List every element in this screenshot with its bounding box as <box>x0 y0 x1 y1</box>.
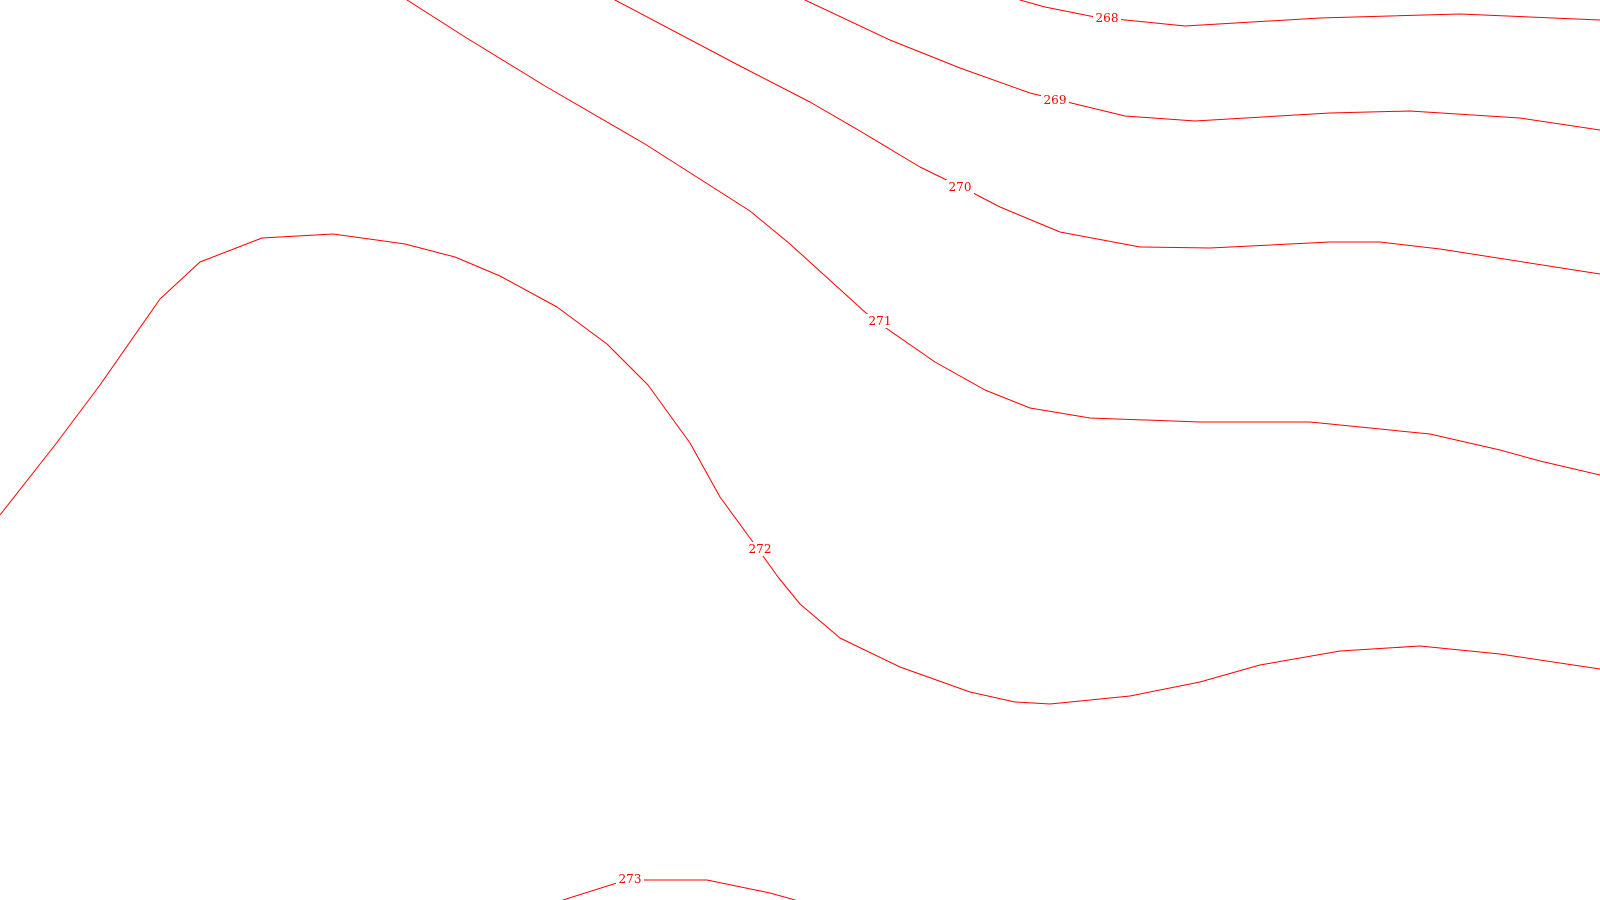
contour-label-bg <box>1041 93 1069 107</box>
contour-line-270 <box>614 0 1600 275</box>
contour-line-268 <box>1019 0 1600 27</box>
contour-label-bg <box>946 180 974 194</box>
contour-label-270: 270 <box>949 180 972 194</box>
contour-line-269 <box>804 0 1600 131</box>
contour-label-layer: 268 269 270 271 272 273 <box>616 11 1121 886</box>
contour-label-bg <box>616 872 644 886</box>
contour-line-271 <box>406 0 1600 476</box>
contour-line-273 <box>562 879 796 900</box>
contour-label-bg <box>866 314 894 328</box>
contour-label-bg <box>1093 11 1121 25</box>
contour-label-bg <box>746 542 774 556</box>
contour-label-269: 269 <box>1044 93 1067 107</box>
contour-label-271: 271 <box>869 314 892 328</box>
contour-line-272 <box>0 233 1600 705</box>
contour-label-273: 273 <box>619 872 642 886</box>
contour-label-268: 268 <box>1096 11 1119 25</box>
contour-label-272: 272 <box>749 542 772 556</box>
